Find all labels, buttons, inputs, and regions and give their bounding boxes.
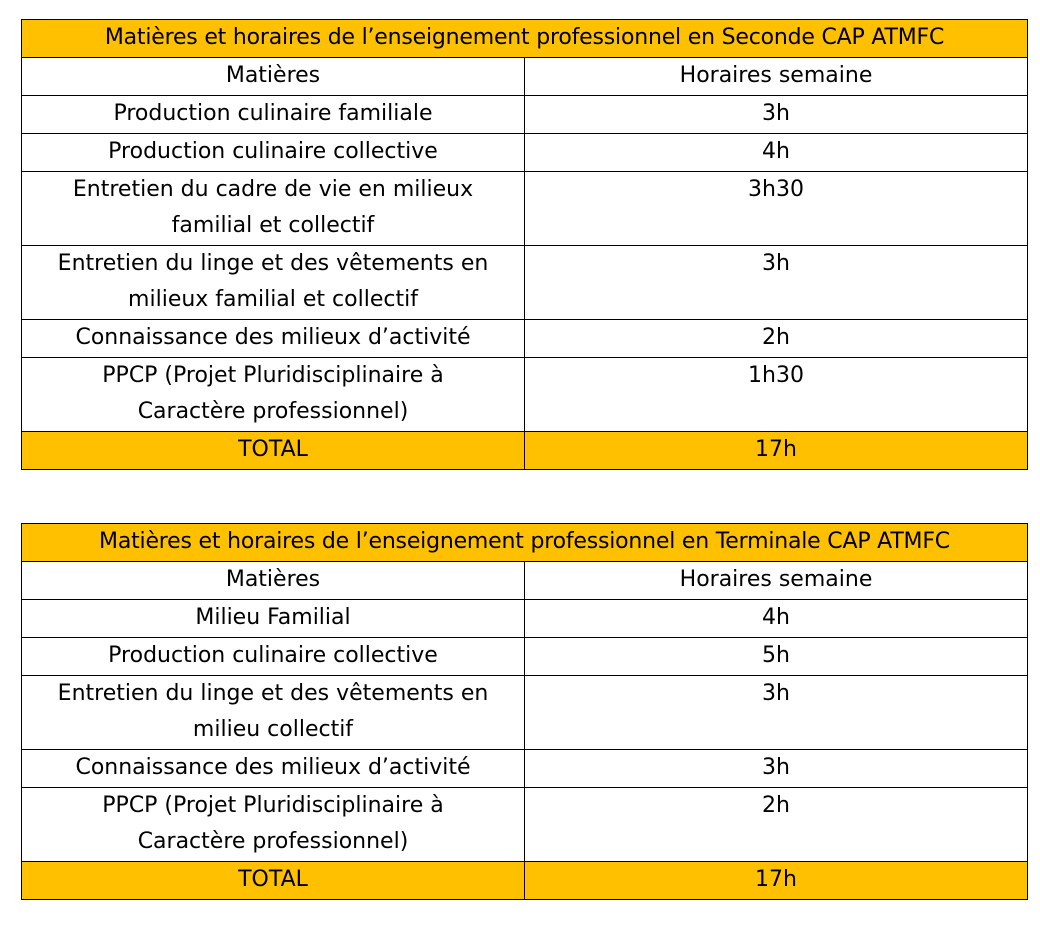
subject-cell: PPCP (Projet Pluridisciplinaire à Caract… [21, 787, 525, 862]
subject-cell: Milieu Familial [21, 599, 525, 638]
table-row: Connaissance des milieux d’activité 2h [21, 319, 1029, 358]
total-label: TOTAL [21, 861, 525, 900]
hours-column-header: Horaires semaine [523, 561, 1029, 600]
table-row: Entretien du cadre de vie en milieux fam… [21, 171, 1029, 246]
subject-column-header: Matières [21, 57, 525, 96]
table-row: Entretien du linge et des vêtements en m… [21, 675, 1029, 750]
column-header-row: Matières Horaires semaine [21, 57, 1029, 96]
table-title: Matières et horaires de l’enseignement p… [20, 19, 1029, 58]
hours-cell: 2h [523, 787, 1029, 862]
subject-cell: Connaissance des milieux d’activité [21, 319, 525, 358]
subject-column-header: Matières [21, 561, 525, 600]
total-row: TOTAL 17h [21, 861, 1029, 900]
hours-cell: 4h [523, 133, 1029, 172]
total-hours: 17h [523, 431, 1029, 470]
subject-cell: Production culinaire collective [21, 133, 525, 172]
hours-cell: 3h30 [523, 171, 1029, 246]
hours-column-header: Horaires semaine [523, 57, 1029, 96]
subject-cell: Connaissance des milieux d’activité [21, 749, 525, 788]
subject-cell: Production culinaire familiale [21, 95, 525, 134]
table-row: Entretien du linge et des vêtements en m… [21, 245, 1029, 320]
table-title: Matières et horaires de l’enseignement p… [20, 523, 1029, 562]
total-hours: 17h [523, 861, 1029, 900]
subject-cell: Entretien du linge et des vêtements en m… [21, 245, 525, 320]
table-row: Milieu Familial 4h [21, 599, 1029, 638]
table-row: Production culinaire collective 5h [21, 637, 1029, 676]
table-row: Production culinaire collective 4h [21, 133, 1029, 172]
seconde-schedule-table: Matières et horaires de l’enseignement p… [20, 19, 1029, 470]
terminale-schedule-table: Matières et horaires de l’enseignement p… [20, 523, 1029, 900]
column-header-row: Matières Horaires semaine [21, 561, 1029, 600]
hours-cell: 3h [523, 95, 1029, 134]
table-title-row: Matières et horaires de l’enseignement p… [20, 19, 1029, 58]
subject-cell: Entretien du linge et des vêtements en m… [21, 675, 525, 750]
table-title-row: Matières et horaires de l’enseignement p… [20, 523, 1029, 562]
hours-cell: 3h [523, 749, 1029, 788]
hours-cell: 3h [523, 675, 1029, 750]
hours-cell: 2h [523, 319, 1029, 358]
hours-cell: 3h [523, 245, 1029, 320]
table-row: Connaissance des milieux d’activité 3h [21, 749, 1029, 788]
hours-cell: 1h30 [523, 357, 1029, 432]
hours-cell: 5h [523, 637, 1029, 676]
total-row: TOTAL 17h [21, 431, 1029, 470]
table-row: PPCP (Projet Pluridisciplinaire à Caract… [21, 787, 1029, 862]
subject-cell: PPCP (Projet Pluridisciplinaire à Caract… [21, 357, 525, 432]
total-label: TOTAL [21, 431, 525, 470]
hours-cell: 4h [523, 599, 1029, 638]
subject-cell: Production culinaire collective [21, 637, 525, 676]
table-row: PPCP (Projet Pluridisciplinaire à Caract… [21, 357, 1029, 432]
subject-cell: Entretien du cadre de vie en milieux fam… [21, 171, 525, 246]
table-row: Production culinaire familiale 3h [21, 95, 1029, 134]
